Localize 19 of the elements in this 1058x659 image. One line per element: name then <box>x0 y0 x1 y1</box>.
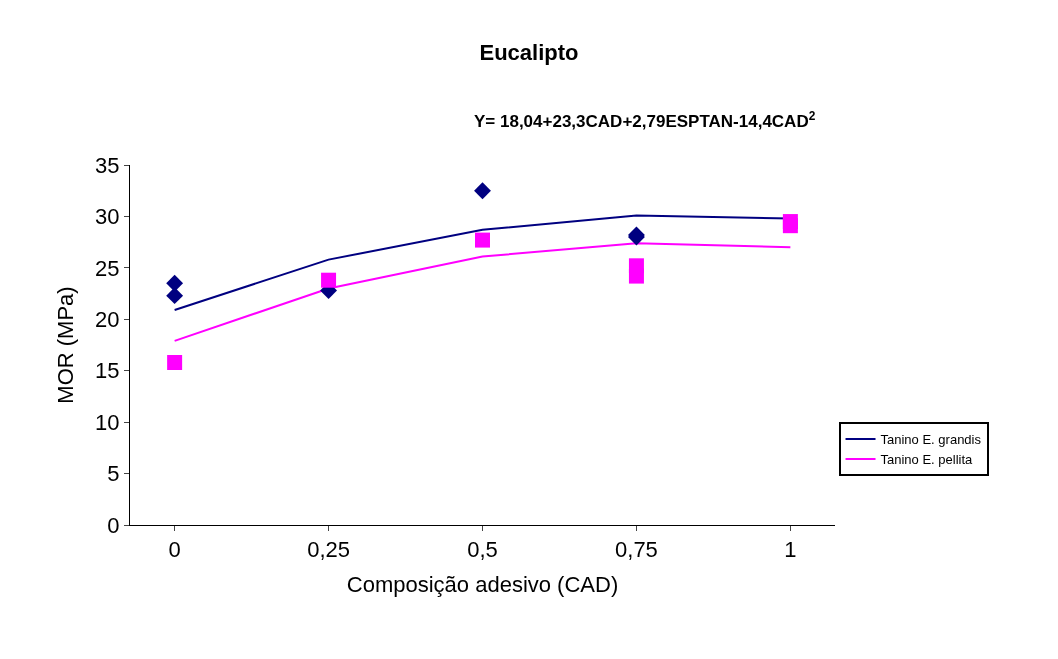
y-tick-label: 15 <box>95 358 120 384</box>
x-tick-label: 1 <box>784 537 797 563</box>
y-tick-label: 25 <box>95 255 120 281</box>
x-tick-label: 0 <box>168 537 181 563</box>
text: Y= 18,04+23,3CAD+2,79ESPTAN-14,4CAD$^{2}$ <box>474 109 816 132</box>
x-tick-label: 0,5 <box>467 537 498 563</box>
y-tick-label: 35 <box>95 152 120 178</box>
legend-label: Tanino E. grandis <box>880 432 982 448</box>
y-axis-title: MOR (MPa) <box>52 286 78 404</box>
y-tick-label: 30 <box>95 204 120 230</box>
y-tick-label: 10 <box>95 409 120 435</box>
y-tick-label: 20 <box>95 306 120 332</box>
x-axis-title: Composição adesivo (CAD) <box>346 572 619 598</box>
y-tick-label: 0 <box>107 512 120 538</box>
x-tick-label: 0,25 <box>307 537 350 563</box>
x-tick-label: 0,75 <box>615 537 658 563</box>
legend-label: Tanino E. pellita <box>880 451 974 467</box>
chart-title: Eucalipto <box>479 40 579 66</box>
y-tick-label: 5 <box>107 461 120 487</box>
